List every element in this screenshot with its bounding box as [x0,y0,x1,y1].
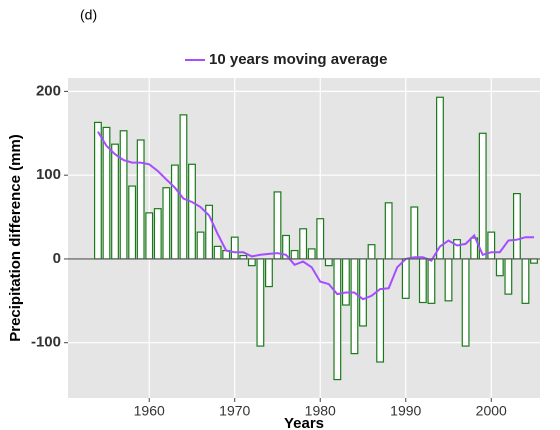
bar [512,193,521,260]
x-tick-label: 1980 [305,403,336,419]
y-axis-title: Precipitation difference (mm) [7,134,24,342]
bar [410,206,419,260]
bar [418,258,427,304]
bar [367,244,376,260]
bar [453,239,461,260]
bar [119,130,128,260]
bar [179,114,188,260]
bar [188,163,196,260]
bar [376,258,385,363]
bar [341,258,350,306]
bar [436,96,444,260]
bar [487,231,496,260]
bar [401,258,410,299]
x-axis-title: Years [284,415,324,430]
bar [136,139,145,260]
bar [530,258,538,264]
bar [170,164,179,260]
bar [478,132,487,260]
bar [93,121,102,260]
bar [128,185,137,260]
y-tick-label: -100 [31,334,61,351]
bar [444,258,453,302]
panel-label: (d) [80,7,97,23]
bar [162,187,171,260]
bar [495,258,504,277]
bar [324,258,333,267]
bar [247,258,256,267]
bar [145,212,154,260]
bar [256,258,265,347]
bar [265,258,273,288]
y-tick-label: 100 [36,166,61,183]
bar [316,218,325,260]
bar [461,258,470,347]
bar [350,258,359,355]
x-tick-label: 1990 [390,403,421,419]
y-tick-label: 0 [53,250,61,267]
x-tick-label: 1960 [134,403,165,419]
bar [273,191,282,260]
bar [299,228,308,260]
bar [384,202,393,260]
bar [230,236,239,260]
bar [427,258,436,304]
bar [111,143,119,260]
x-tick-label: 2000 [476,403,507,419]
x-tick-label: 1970 [219,403,250,419]
bar [359,258,367,327]
legend-label: 10 years moving average [209,51,387,68]
bar [504,258,513,295]
y-tick-label: 200 [36,82,61,99]
bar [213,245,222,260]
moving-average-line [97,131,534,301]
bar [196,231,205,260]
bar [307,248,316,260]
bar [153,208,162,260]
bar [521,258,530,304]
bar [290,249,299,260]
bar [333,258,342,381]
